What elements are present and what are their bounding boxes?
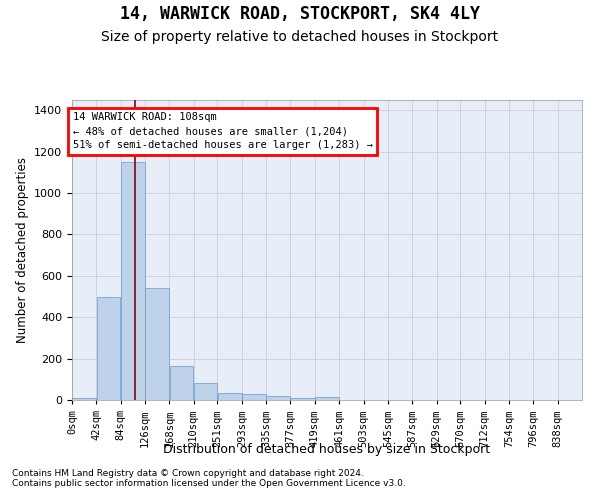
Text: Distribution of detached houses by size in Stockport: Distribution of detached houses by size … bbox=[163, 442, 491, 456]
Bar bbox=[170, 366, 193, 400]
Y-axis label: Number of detached properties: Number of detached properties bbox=[16, 157, 29, 343]
Bar bbox=[145, 288, 169, 400]
Text: 14 WARWICK ROAD: 108sqm
← 48% of detached houses are smaller (1,204)
51% of semi: 14 WARWICK ROAD: 108sqm ← 48% of detache… bbox=[73, 112, 373, 150]
Bar bbox=[72, 398, 96, 400]
Text: Contains public sector information licensed under the Open Government Licence v3: Contains public sector information licen… bbox=[12, 478, 406, 488]
Text: 14, WARWICK ROAD, STOCKPORT, SK4 4LY: 14, WARWICK ROAD, STOCKPORT, SK4 4LY bbox=[120, 5, 480, 23]
Bar bbox=[194, 384, 217, 400]
Bar bbox=[291, 398, 314, 400]
Bar bbox=[121, 162, 145, 400]
Bar bbox=[315, 397, 339, 400]
Bar bbox=[242, 394, 266, 400]
Text: Size of property relative to detached houses in Stockport: Size of property relative to detached ho… bbox=[101, 30, 499, 44]
Bar bbox=[266, 396, 290, 400]
Bar bbox=[97, 296, 121, 400]
Bar bbox=[218, 394, 242, 400]
Text: Contains HM Land Registry data © Crown copyright and database right 2024.: Contains HM Land Registry data © Crown c… bbox=[12, 468, 364, 477]
